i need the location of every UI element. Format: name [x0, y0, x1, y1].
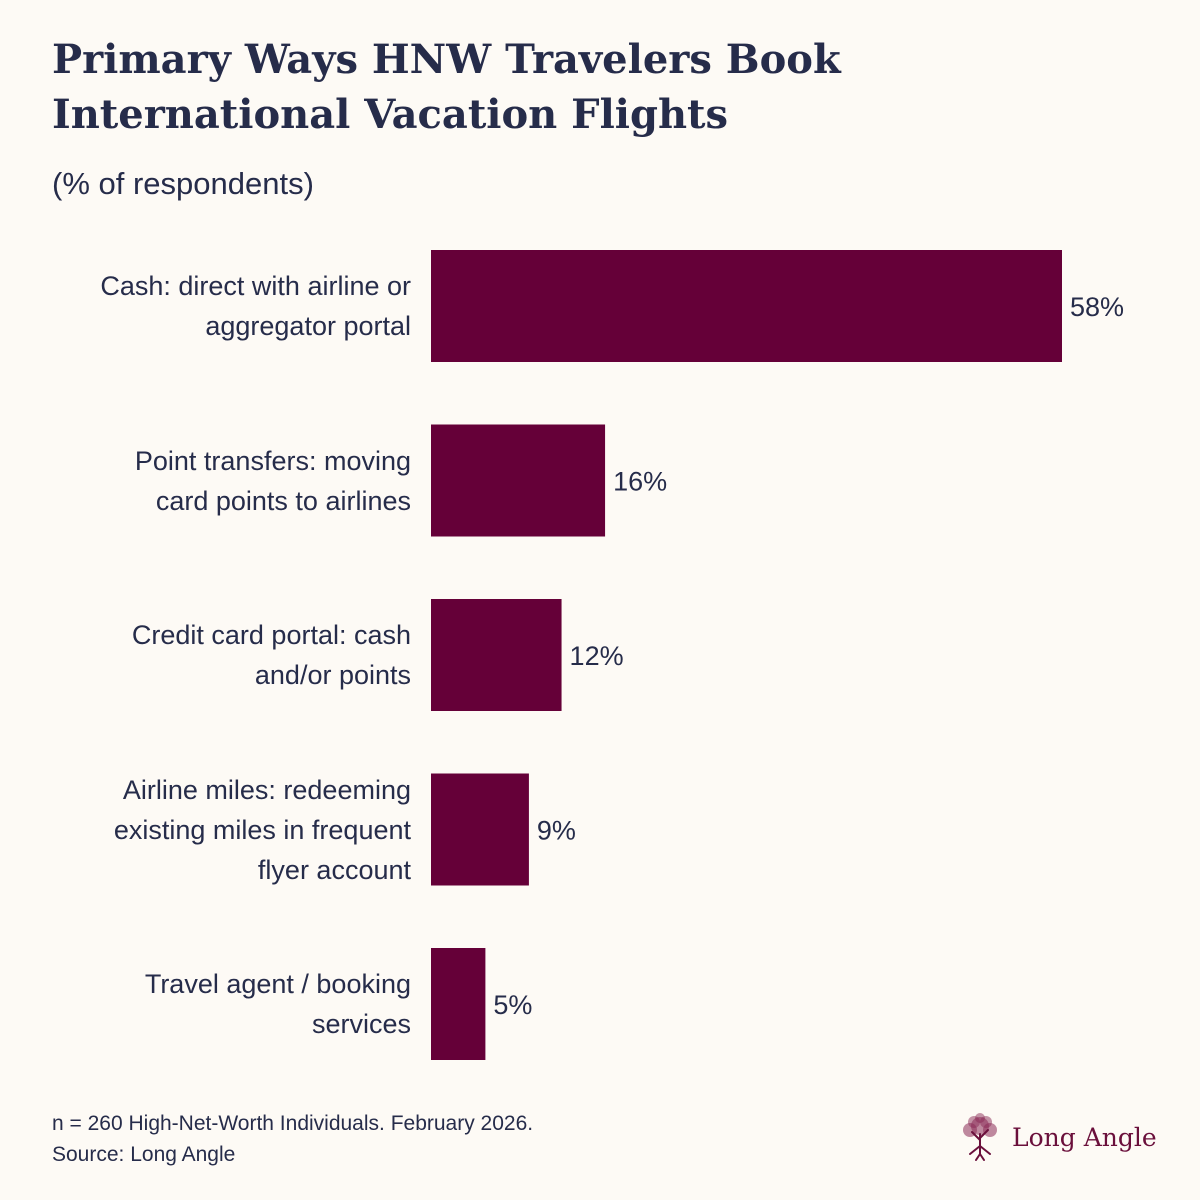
- value-label-4: 9%: [537, 816, 576, 846]
- footnote-sample: n = 260 High-Net-Worth Individuals. Febr…: [52, 1112, 534, 1135]
- footnote: n = 260 High-Net-Worth Individuals. Febr…: [52, 1108, 533, 1170]
- bar-2: [431, 424, 606, 537]
- bar-5: [431, 948, 486, 1060]
- value-label-3: 12%: [570, 641, 624, 671]
- chart-subtitle: (% of respondents): [52, 166, 314, 201]
- bar-1: [431, 250, 1062, 362]
- logo-text: Long Angle: [1012, 1122, 1157, 1152]
- bar-3: [431, 599, 562, 711]
- long-angle-logo: Long Angle: [958, 1112, 1157, 1162]
- tree-icon: [963, 1113, 997, 1161]
- value-label-2: 16%: [613, 467, 667, 497]
- value-label-5: 5%: [493, 990, 532, 1020]
- footnote-source: Source: Long Angle: [52, 1143, 236, 1166]
- chart-title: Primary Ways HNW Travelers Book Internat…: [52, 36, 841, 138]
- value-label-1: 58%: [1070, 292, 1124, 322]
- bar-4: [431, 773, 529, 886]
